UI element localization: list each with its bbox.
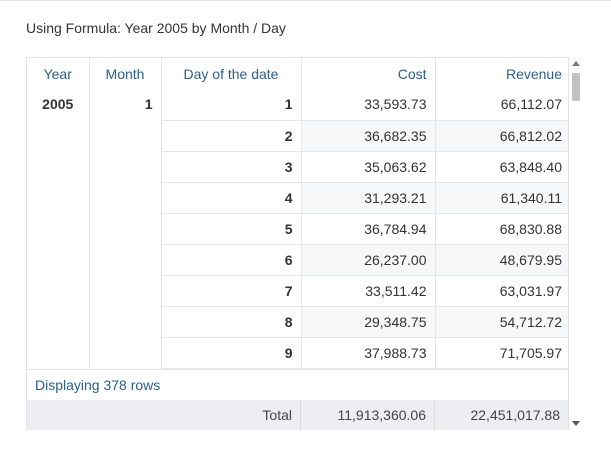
revenue-cell: 48,679.95 xyxy=(435,244,568,276)
day-cell: 5 xyxy=(161,213,302,245)
column-header-day[interactable]: Day of the date xyxy=(161,58,302,89)
scrollbar-thumb[interactable] xyxy=(572,73,580,101)
day-cell: 7 xyxy=(161,275,302,307)
caret-up-icon[interactable] xyxy=(572,61,580,66)
column-header-revenue[interactable]: Revenue xyxy=(505,65,562,82)
top-divider xyxy=(0,0,611,1)
totals-label: Total xyxy=(27,400,301,430)
day-cell: 9 xyxy=(161,337,302,369)
table-row[interactable]: 2 36,682.35 66,812.02 xyxy=(27,120,568,152)
day-cell: 4 xyxy=(161,182,302,214)
revenue-cell: 68,830.88 xyxy=(435,213,568,245)
day-cell: 6 xyxy=(161,244,302,276)
cost-cell: 36,784.94 xyxy=(301,213,436,245)
table-row[interactable]: 5 36,784.94 68,830.88 xyxy=(27,213,568,245)
column-header-cost[interactable]: Cost xyxy=(301,58,436,89)
table-row[interactable]: 4 31,293.21 61,340.11 xyxy=(27,182,568,214)
report-title: Using Formula: Year 2005 by Month / Day xyxy=(26,20,286,36)
totals-cost: 11,913,360.06 xyxy=(301,400,435,430)
year-cell: 2005 xyxy=(27,89,90,368)
cost-cell: 37,988.73 xyxy=(301,337,436,369)
table-row[interactable]: 8 29,348.75 54,712.72 xyxy=(27,306,568,338)
month-cell: 1 xyxy=(89,89,162,368)
column-header-year[interactable]: Year xyxy=(27,58,90,89)
table-row[interactable]: 9 37,988.73 71,705.97 xyxy=(27,337,568,369)
cost-cell: 36,682.35 xyxy=(301,120,436,152)
totals-revenue: 22,451,017.88 xyxy=(470,407,560,423)
revenue-cell: 54,712.72 xyxy=(435,306,568,338)
caret-down-icon[interactable] xyxy=(572,421,580,426)
table-row[interactable]: 7 33,511.42 63,031.97 xyxy=(27,275,568,307)
revenue-cell: 71,705.97 xyxy=(435,337,568,369)
revenue-cell: 61,340.11 xyxy=(435,182,568,214)
table-row[interactable]: 3 35,063.62 63,848.40 xyxy=(27,151,568,183)
cost-cell: 29,348.75 xyxy=(301,306,436,338)
column-header-month[interactable]: Month xyxy=(89,58,162,89)
row-count-status: Displaying 378 rows xyxy=(27,369,568,399)
vertical-scrollbar[interactable] xyxy=(570,57,582,430)
revenue-cell: 66,812.02 xyxy=(435,120,568,152)
cost-cell: 35,063.62 xyxy=(301,151,436,183)
table-row[interactable]: 2005 1 1 33,593.73 66,112.07 xyxy=(27,89,568,368)
cost-cell: 26,237.00 xyxy=(301,244,436,276)
table-row[interactable]: 6 26,237.00 48,679.95 xyxy=(27,244,568,276)
totals-row: Total 11,913,360.06 22,451,017.88 xyxy=(27,400,568,430)
day-cell: 1 xyxy=(161,89,302,121)
cost-cell: 33,511.42 xyxy=(301,275,436,307)
grid-table: Year Month Day of the date Cost Revenue … xyxy=(27,58,568,369)
revenue-cell: 66,112.07 xyxy=(435,89,568,121)
day-cell: 2 xyxy=(161,120,302,152)
day-cell: 8 xyxy=(161,306,302,338)
header-row: Year Month Day of the date Cost Revenue xyxy=(27,58,568,89)
day-cell: 3 xyxy=(161,151,302,183)
cost-cell: 33,593.73 xyxy=(301,89,436,121)
revenue-cell: 63,031.97 xyxy=(435,275,568,307)
cost-cell: 31,293.21 xyxy=(301,182,436,214)
data-grid: Year Month Day of the date Cost Revenue … xyxy=(26,57,569,430)
revenue-cell: 63,848.40 xyxy=(435,151,568,183)
